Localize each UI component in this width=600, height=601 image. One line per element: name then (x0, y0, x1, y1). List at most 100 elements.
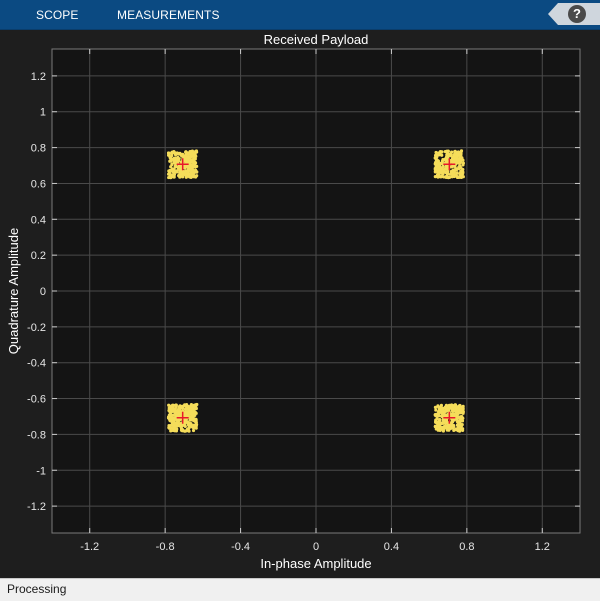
data-point (170, 167, 175, 171)
data-point (178, 151, 182, 155)
data-point (443, 405, 447, 409)
data-point (434, 164, 438, 169)
data-point (183, 171, 187, 175)
data-point (187, 167, 191, 171)
y-tick-label: 0 (40, 286, 46, 298)
data-point (437, 426, 442, 430)
data-point (191, 428, 196, 433)
data-point (195, 170, 199, 174)
data-point (193, 174, 198, 178)
y-tick-label: -0.8 (27, 429, 46, 441)
data-point (188, 150, 192, 154)
data-point (461, 427, 465, 431)
data-point (454, 173, 458, 177)
data-point (176, 159, 180, 163)
data-point (439, 150, 443, 154)
x-tick-label: -0.8 (156, 541, 175, 553)
data-point (183, 421, 187, 425)
data-point (439, 166, 443, 170)
data-point (173, 424, 177, 429)
data-point (190, 163, 194, 167)
data-point (178, 407, 182, 411)
data-point (450, 171, 454, 175)
data-point (435, 173, 440, 177)
data-point (184, 153, 188, 157)
help-icon[interactable]: ? (568, 5, 586, 23)
data-point (171, 409, 175, 413)
y-tick-label: 1 (40, 107, 46, 119)
x-tick-label: 0 (313, 541, 319, 553)
data-point (461, 161, 465, 165)
data-point (460, 171, 464, 176)
data-point (189, 175, 193, 179)
plot-panel: -1.2 -0.8 -0.4 0 0.4 0.8 1.2 1.2 1 0.8 0.6 0.4 0.2 0 -… (0, 30, 600, 578)
data-point (434, 408, 438, 412)
y-tick-label: 0.2 (31, 250, 46, 262)
data-point (187, 429, 191, 433)
status-bar: Processing (0, 578, 600, 601)
data-point (437, 153, 441, 157)
data-point (191, 404, 195, 408)
data-point (169, 423, 173, 427)
data-point (440, 159, 444, 163)
tab-measurements[interactable]: MEASUREMENTS (117, 8, 220, 22)
status-text: Processing (7, 582, 67, 596)
data-point (440, 425, 444, 430)
data-point (190, 412, 194, 416)
data-point (186, 155, 191, 159)
y-tick-label: 0.4 (31, 214, 46, 226)
data-point (171, 174, 175, 178)
data-point (435, 412, 440, 416)
data-point (186, 421, 190, 425)
data-point (434, 153, 438, 157)
x-tick-label: -0.4 (231, 541, 250, 553)
data-point (176, 418, 180, 422)
data-point (443, 421, 448, 425)
data-point (191, 154, 195, 158)
data-point (434, 420, 438, 424)
data-point (461, 416, 465, 420)
data-point (442, 411, 446, 416)
data-point (167, 426, 172, 430)
data-point (453, 150, 457, 154)
data-point (172, 160, 177, 165)
data-point (440, 153, 444, 157)
data-point (459, 153, 463, 157)
x-tick-label: -1.2 (80, 541, 99, 553)
data-point (174, 403, 178, 407)
data-point (187, 159, 191, 164)
y-tick-label: 1.2 (31, 71, 46, 83)
data-point (458, 407, 462, 411)
y-tick-label: 0.6 (31, 178, 46, 190)
data-point (452, 154, 456, 158)
data-point (439, 408, 443, 412)
data-point (456, 150, 460, 154)
data-point (193, 419, 197, 423)
data-point (191, 158, 195, 162)
data-point (444, 408, 448, 412)
data-point (181, 169, 185, 173)
chart-title: Received Payload (264, 32, 369, 47)
y-axis-label: Quadrature Amplitude (6, 228, 21, 354)
data-point (454, 167, 458, 171)
data-point (166, 153, 171, 157)
x-tick-label: 0.4 (384, 541, 399, 553)
data-point (173, 422, 177, 426)
data-point (458, 157, 462, 161)
data-point (173, 163, 178, 168)
x-tick-label: 0.8 (459, 541, 474, 553)
data-point (169, 429, 173, 433)
data-point (450, 414, 454, 418)
data-point (184, 403, 189, 407)
data-point (435, 159, 439, 163)
data-point (436, 162, 440, 166)
data-point (194, 426, 198, 430)
x-axis-label: In-phase Amplitude (260, 556, 371, 571)
data-point (445, 149, 449, 153)
data-point (184, 150, 188, 154)
data-point (194, 424, 198, 428)
data-point (174, 152, 178, 156)
data-point (444, 159, 448, 163)
data-point (436, 169, 440, 173)
tab-scope[interactable]: SCOPE (36, 8, 79, 22)
